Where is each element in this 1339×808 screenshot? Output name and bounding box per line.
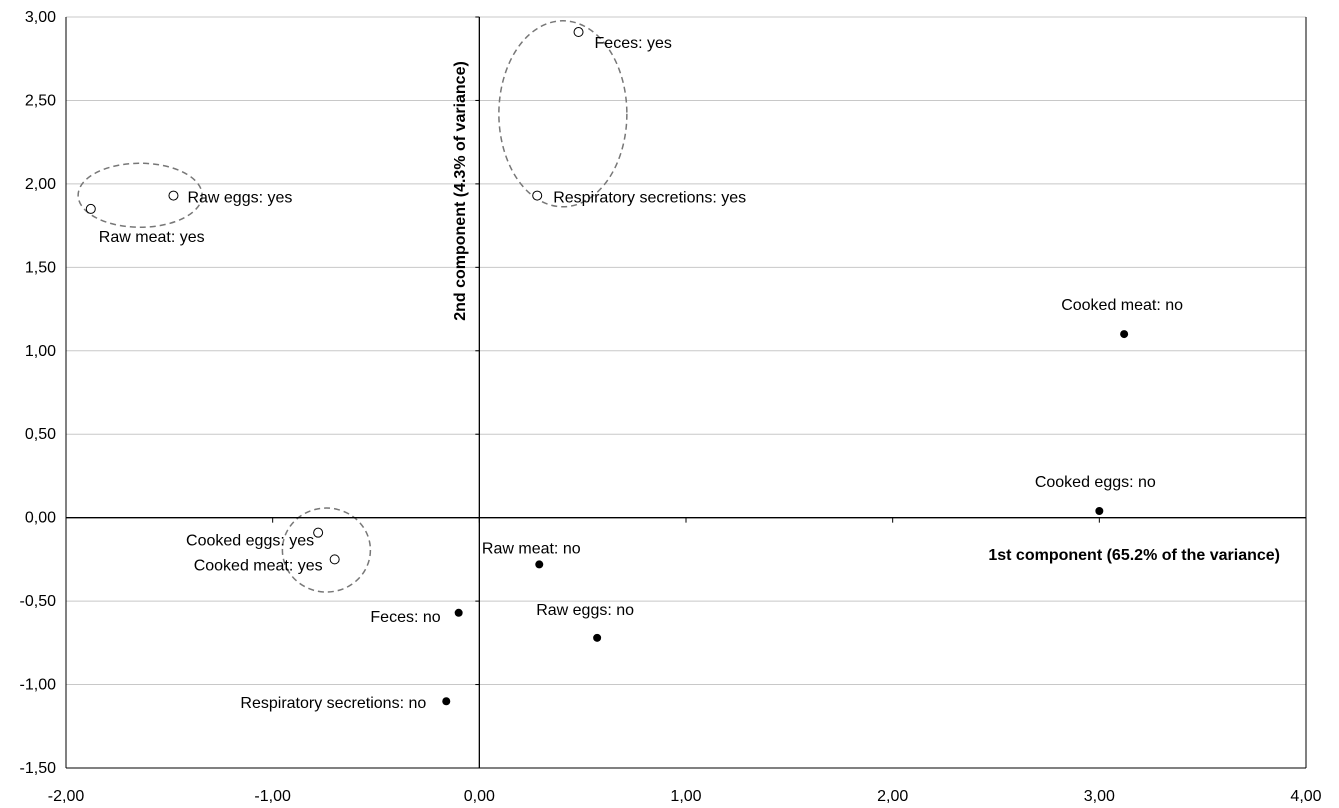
cluster-ellipses <box>77 20 628 593</box>
x-tick-label: -2,00 <box>48 788 85 805</box>
point-label: Cooked meat: no <box>1061 297 1183 314</box>
y-axis-title: 2nd component (4.3% of variance) <box>452 61 469 321</box>
x-axis-title: 1st component (65.2% of the variance) <box>988 547 1280 564</box>
point-label: Raw eggs: no <box>536 602 634 619</box>
y-tick-label: 3,00 <box>25 9 56 26</box>
point-label: Respiratory secretions: no <box>240 695 426 712</box>
y-tick-label: -1,50 <box>20 760 57 777</box>
y-tick-label: -1,00 <box>20 677 57 694</box>
axes <box>65 16 1307 769</box>
data-points <box>85 27 1129 706</box>
filled-point <box>1120 330 1129 339</box>
open-point <box>329 554 340 565</box>
open-point <box>168 190 179 201</box>
point-label: Cooked eggs: yes <box>186 533 314 550</box>
y-tick-label: -0,50 <box>20 593 57 610</box>
x-tick-label: 1,00 <box>670 788 701 805</box>
point-label: Feces: yes <box>595 35 672 52</box>
y-tick-labels: 3,00 2,50 2,00 1,50 1,00 0,50 0,00 -0,50 -1,00 -1… <box>20 9 57 777</box>
y-tick-label: 0,50 <box>25 426 56 443</box>
point-label: Raw eggs: yes <box>187 190 292 207</box>
point-label: Raw meat: yes <box>99 229 205 246</box>
filled-point <box>593 633 602 642</box>
y-tick-label: 1,50 <box>25 259 56 276</box>
filled-point <box>1095 506 1104 515</box>
y-tick-label: 2,00 <box>25 176 56 193</box>
open-point <box>313 527 324 538</box>
x-tick-label: -1,00 <box>254 788 291 805</box>
cluster-ellipse <box>281 507 372 593</box>
filled-point <box>535 560 544 569</box>
point-label: Raw meat: no <box>482 540 581 557</box>
y-tick-label: 2,50 <box>25 92 56 109</box>
point-label: Respiratory secretions: yes <box>553 190 746 207</box>
y-tick-label: 1,00 <box>25 343 56 360</box>
filled-point <box>442 697 451 706</box>
x-tick-labels: -2,00 -1,00 0,00 1,00 2,00 3,00 4,00 <box>48 788 1322 805</box>
x-tick-label: 4,00 <box>1290 788 1321 805</box>
cluster-ellipse <box>498 20 628 208</box>
x-tick-label: 0,00 <box>464 788 495 805</box>
x-tick-label: 2,00 <box>877 788 908 805</box>
x-tick-label: 3,00 <box>1084 788 1115 805</box>
point-label: Cooked meat: yes <box>194 557 323 574</box>
grid-lines <box>66 16 1306 769</box>
cluster-ellipse <box>77 162 203 228</box>
filled-point <box>454 608 463 617</box>
point-labels: Feces: yes Respiratory secretions: yes Raw… <box>99 35 1183 712</box>
point-label: Feces: no <box>370 609 440 626</box>
open-point <box>532 190 543 201</box>
open-point <box>573 27 584 38</box>
open-point <box>85 203 96 214</box>
y-tick-label: 0,00 <box>25 510 56 527</box>
point-label: Cooked eggs: no <box>1035 474 1156 491</box>
